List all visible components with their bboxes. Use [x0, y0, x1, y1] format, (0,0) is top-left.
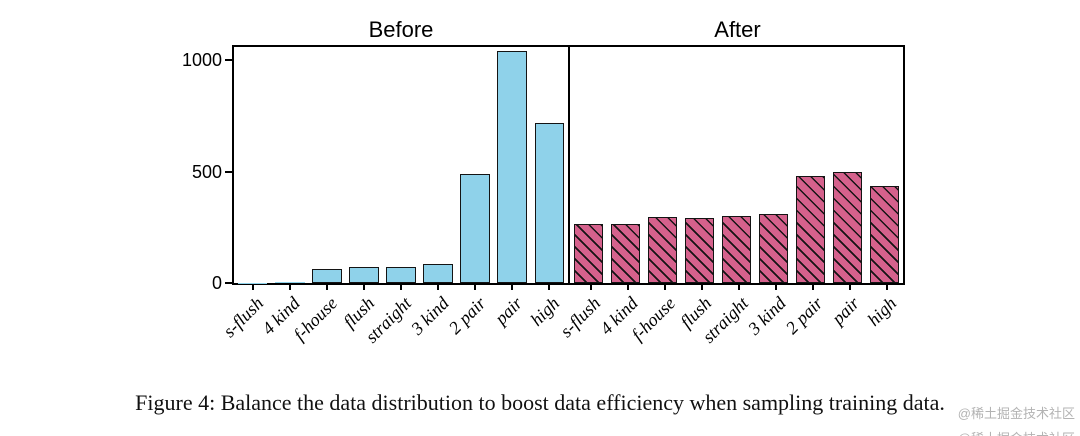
bar-after-4-kind	[610, 224, 641, 283]
bar-after-straight	[721, 216, 752, 283]
watermark: @稀土掘金技术社区	[957, 406, 1075, 421]
xtick-mark	[437, 285, 440, 290]
xlabel-text: high	[863, 293, 901, 330]
watermark-clipped: @稀土掘金技术社区	[958, 428, 1075, 436]
xtick-mark	[774, 285, 777, 290]
after-plot-area	[570, 45, 905, 285]
bar-after-3-kind	[758, 213, 789, 283]
after-panel-title: After	[714, 17, 761, 42]
before-x-axis-labels: s-flush 4 kind f-house flush straight 3 kind 2…	[219, 285, 568, 390]
bar-after-high	[869, 186, 900, 283]
after-x-axis-labels: s-flush 4 kind f-house flush straight 3 kind 2…	[557, 285, 905, 390]
ytick-label-1000: 1000	[181, 50, 222, 70]
xtick-mark	[663, 285, 666, 290]
xtick-mark	[474, 285, 477, 290]
xtick-mark	[400, 285, 402, 290]
bar-after-f-house	[647, 217, 678, 283]
bar-before-high	[534, 122, 565, 283]
figure-caption: Figure 4: Balance the data distribution …	[135, 390, 945, 415]
xtick-mark	[325, 285, 328, 290]
xtick-mark	[511, 285, 514, 290]
bar-after-s-flush	[573, 224, 604, 283]
xtick-mark	[251, 285, 254, 290]
xtick-mark	[288, 285, 291, 290]
bar-after-pair	[832, 171, 863, 283]
xtick-mark	[885, 285, 888, 290]
ytick-mark-0	[225, 282, 232, 284]
before-panel-title: Before	[368, 17, 434, 42]
xtick-mark	[589, 285, 592, 290]
xtick-mark	[626, 285, 629, 290]
xtick-mark	[548, 285, 551, 290]
bar-before-4-kind	[274, 282, 305, 283]
ytick-mark-500	[225, 171, 232, 173]
xtick-mark	[737, 285, 740, 290]
bar-before-3-kind	[423, 264, 453, 283]
bar-before-pair	[497, 51, 528, 283]
xtick-mark	[362, 285, 365, 290]
xtick-mark	[700, 285, 703, 290]
bar-before-f-house	[311, 268, 342, 283]
bar-after-flush	[684, 218, 715, 283]
ytick-label-500: 500	[191, 162, 222, 182]
ytick-mark-1000	[225, 59, 232, 61]
xtick-mark	[848, 285, 851, 290]
xtick-mark	[811, 285, 814, 290]
bar-after-2-pair	[795, 176, 826, 283]
before-plot-area	[232, 45, 570, 285]
bar-before-2-pair	[460, 173, 491, 283]
bar-before-flush	[349, 267, 379, 283]
ytick-label-0: 0	[211, 273, 222, 293]
bar-before-straight	[386, 267, 416, 283]
xlabel-high: high	[727, 293, 901, 330]
